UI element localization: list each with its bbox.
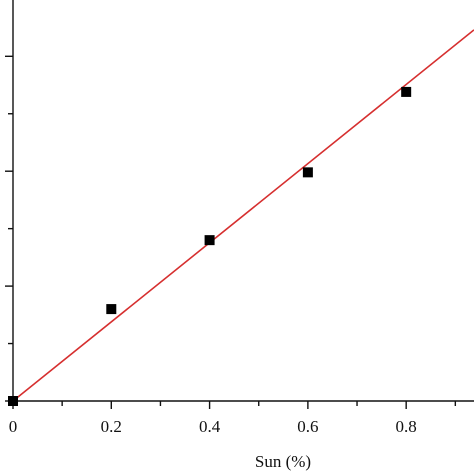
data-point	[401, 86, 412, 97]
x-tick-label: 0.4	[199, 417, 221, 436]
data-point	[106, 304, 117, 315]
x-tick-label: 0	[9, 417, 18, 436]
data-point	[302, 167, 313, 178]
fit-line	[12, 29, 474, 402]
x-tick-label: 0.2	[101, 417, 122, 436]
x-axis-label: Sun (%)	[255, 452, 311, 471]
data-point	[204, 235, 215, 246]
data-point	[8, 396, 18, 406]
x-tick-label: 0.6	[297, 417, 318, 436]
x-tick-label: 0.8	[396, 417, 417, 436]
